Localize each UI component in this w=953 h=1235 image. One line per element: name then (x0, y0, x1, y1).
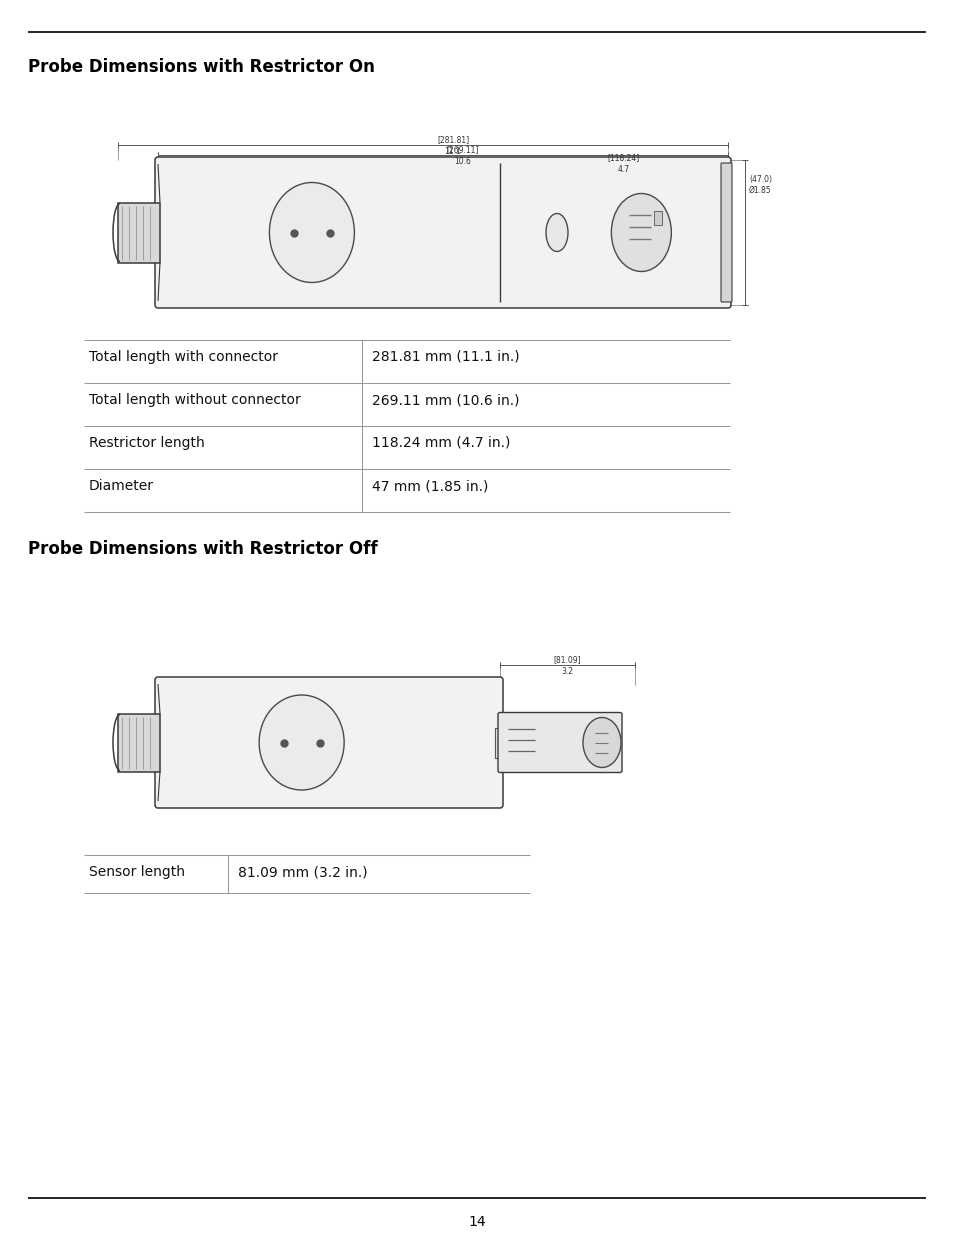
Ellipse shape (259, 695, 344, 790)
Text: 10.6: 10.6 (454, 157, 471, 165)
Ellipse shape (269, 183, 354, 283)
FancyBboxPatch shape (720, 163, 731, 303)
Bar (654, 210, 661, 225)
Text: 14: 14 (468, 1215, 485, 1229)
Text: Total length with connector: Total length with connector (89, 350, 277, 364)
FancyBboxPatch shape (154, 677, 502, 808)
Text: [118.24]: [118.24] (607, 153, 639, 162)
Text: Restrictor length: Restrictor length (89, 436, 205, 450)
Ellipse shape (545, 214, 567, 252)
Text: 47 mm (1.85 in.): 47 mm (1.85 in.) (372, 479, 488, 493)
Text: [269.11]: [269.11] (446, 144, 478, 154)
Text: Probe Dimensions with Restrictor Off: Probe Dimensions with Restrictor Off (28, 540, 377, 558)
Ellipse shape (611, 194, 671, 272)
Bar (495, 727, 504, 757)
Text: (47.0): (47.0) (748, 175, 771, 184)
Text: Total length without connector: Total length without connector (89, 393, 300, 408)
Text: Ø1.85: Ø1.85 (748, 186, 771, 195)
FancyBboxPatch shape (497, 713, 621, 773)
Text: 4.7: 4.7 (618, 165, 629, 174)
Text: Probe Dimensions with Restrictor On: Probe Dimensions with Restrictor On (28, 58, 375, 77)
Bar (118, 203, 160, 263)
Text: Diameter: Diameter (89, 479, 153, 493)
Ellipse shape (582, 718, 620, 767)
Text: 11.1: 11.1 (444, 147, 461, 156)
FancyBboxPatch shape (154, 157, 730, 308)
Bar (118, 714, 160, 772)
Text: 118.24 mm (4.7 in.): 118.24 mm (4.7 in.) (372, 436, 510, 450)
Text: 3.2: 3.2 (561, 667, 573, 676)
Text: [281.81]: [281.81] (436, 135, 469, 144)
Text: 269.11 mm (10.6 in.): 269.11 mm (10.6 in.) (372, 393, 519, 408)
Text: Sensor length: Sensor length (89, 864, 185, 879)
Text: 281.81 mm (11.1 in.): 281.81 mm (11.1 in.) (372, 350, 519, 364)
Text: 81.09 mm (3.2 in.): 81.09 mm (3.2 in.) (237, 864, 367, 879)
Text: [81.09]: [81.09] (553, 655, 580, 664)
